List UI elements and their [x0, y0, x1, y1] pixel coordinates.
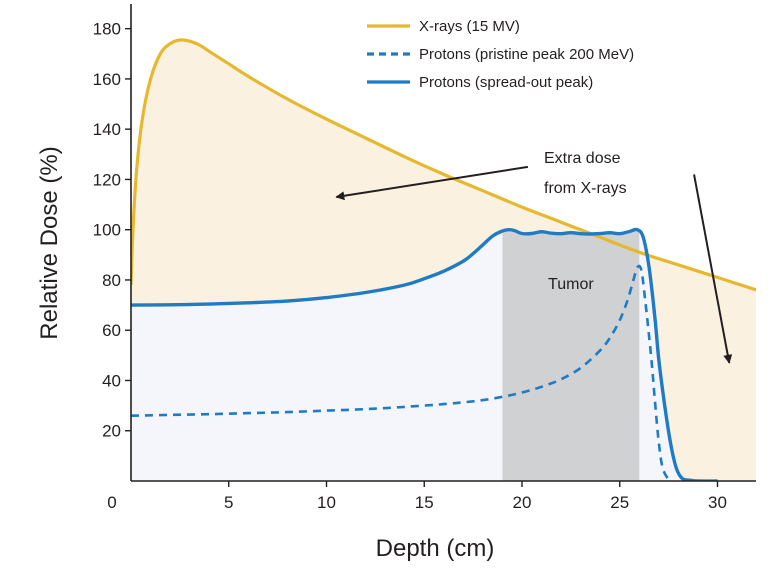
- tumor-region: [502, 229, 640, 481]
- x-tick-label: 25: [610, 493, 629, 512]
- series-line-xrays: [131, 38, 756, 292]
- series-line-protons-pristine: [131, 264, 670, 481]
- legend-label-3: Protons (spread-out peak): [419, 74, 593, 91]
- tumor-label: Tumor: [548, 276, 594, 293]
- y-tick-label: 20: [102, 422, 121, 441]
- y-axis-title: Relative Dose (%): [36, 146, 63, 339]
- legend: X-rays (15 MV) Protons (pristine peak 200…: [367, 18, 634, 91]
- axes: 20 40 60 80 100 120 140 160 180 0 5 10 15 20 25 30 Dep…: [36, 4, 756, 562]
- y-tick-label: 40: [102, 371, 121, 390]
- y-tick-label: 120: [93, 170, 121, 189]
- x-tick-label: 30: [708, 493, 727, 512]
- annotation-arrow-1: [335, 165, 529, 201]
- y-tick-label: 60: [102, 321, 121, 340]
- legend-label-1: X-rays (15 MV): [419, 18, 520, 35]
- y-tick-label: 100: [93, 221, 121, 240]
- x-tick-label: 10: [317, 493, 336, 512]
- series-layer: [131, 38, 756, 481]
- annotation-text-line-1: Extra dose: [544, 150, 621, 167]
- extra-dose-annotation: Extra dose from X-rays: [335, 150, 733, 364]
- x-tick-label: 5: [224, 493, 233, 512]
- y-tick-label: 160: [93, 70, 121, 89]
- dose-area-fills: [131, 39, 756, 481]
- y-tick-label: 140: [93, 120, 121, 139]
- y-ticks: 20 40 60 80 100 120 140 160 180: [93, 20, 131, 441]
- annotation-arrows: [335, 165, 733, 364]
- x-ticks: 0 5 10 15 20 25 30: [107, 481, 727, 512]
- annotation-arrow-2: [693, 174, 733, 364]
- legend-label-2: Protons (pristine peak 200 MeV): [419, 46, 634, 63]
- x-axis-title: Depth (cm): [376, 535, 495, 562]
- series-line-protons-spread-out: [131, 227, 718, 481]
- annotation-text-line-2: from X-rays: [544, 180, 627, 197]
- x-tick-label: 0: [107, 493, 116, 512]
- y-tick-label: 80: [102, 271, 121, 290]
- x-tick-label: 15: [415, 493, 434, 512]
- x-tick-label: 20: [513, 493, 532, 512]
- y-tick-label: 180: [93, 20, 121, 39]
